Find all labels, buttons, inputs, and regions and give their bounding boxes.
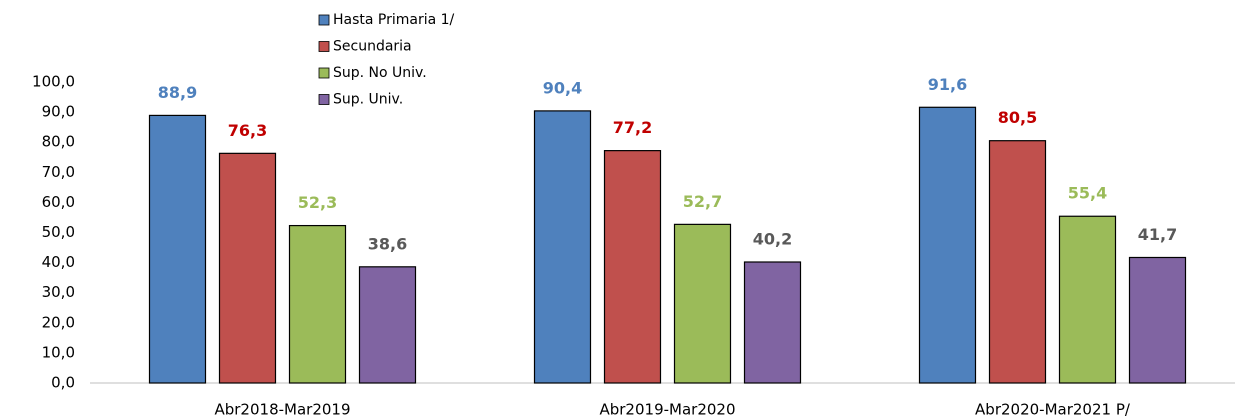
y-tick-label: 30,0 <box>42 283 75 301</box>
bar <box>988 140 1047 384</box>
bar <box>603 150 662 384</box>
value-label: 38,6 <box>368 234 407 253</box>
legend-swatch <box>318 67 330 79</box>
value-label: 77,2 <box>613 118 652 137</box>
value-label: 76,3 <box>228 121 267 140</box>
bar <box>918 106 977 384</box>
bar <box>148 114 207 384</box>
x-tick-label: Abr2020-Mar2021 P/ <box>975 401 1131 419</box>
value-label: 52,3 <box>298 193 337 212</box>
bar <box>673 223 732 384</box>
x-tick-label: Abr2018-Mar2019 <box>214 401 350 419</box>
bar <box>218 152 277 384</box>
bar <box>288 224 347 384</box>
y-tick-label: 70,0 <box>42 163 75 181</box>
legend-label: Hasta Primaria 1/ <box>333 12 455 28</box>
value-label: 80,5 <box>998 108 1037 127</box>
y-tick-label: 40,0 <box>42 253 75 271</box>
legend-label: Sup. Univ. <box>333 92 403 108</box>
y-tick-label: 10,0 <box>42 343 75 361</box>
bar <box>1128 256 1187 384</box>
y-tick-label: 0,0 <box>51 374 75 392</box>
y-tick-label: 100,0 <box>32 73 75 91</box>
bar <box>1058 215 1117 384</box>
legend-swatch <box>318 41 330 52</box>
y-tick-label: 20,0 <box>42 313 75 331</box>
y-tick-label: 50,0 <box>42 223 75 241</box>
value-label: 88,9 <box>158 83 197 102</box>
legend-swatch <box>318 14 330 26</box>
legend-label: Secundaria <box>333 39 412 55</box>
y-tick-label: 80,0 <box>42 133 75 151</box>
y-tick-label: 60,0 <box>42 193 75 211</box>
bar <box>533 110 592 384</box>
x-tick-label: Abr2019-Mar2020 <box>599 401 735 419</box>
value-label: 52,7 <box>683 192 722 211</box>
legend-label: Sup. No Univ. <box>333 65 427 81</box>
bar <box>743 261 802 384</box>
y-tick-label: 90,0 <box>42 103 75 121</box>
value-label: 40,2 <box>753 229 792 248</box>
legend-swatch <box>318 94 330 105</box>
value-label: 55,4 <box>1068 184 1107 203</box>
value-label: 90,4 <box>543 78 582 97</box>
value-label: 91,6 <box>928 75 967 94</box>
bar <box>358 266 417 384</box>
value-label: 41,7 <box>1138 225 1177 244</box>
